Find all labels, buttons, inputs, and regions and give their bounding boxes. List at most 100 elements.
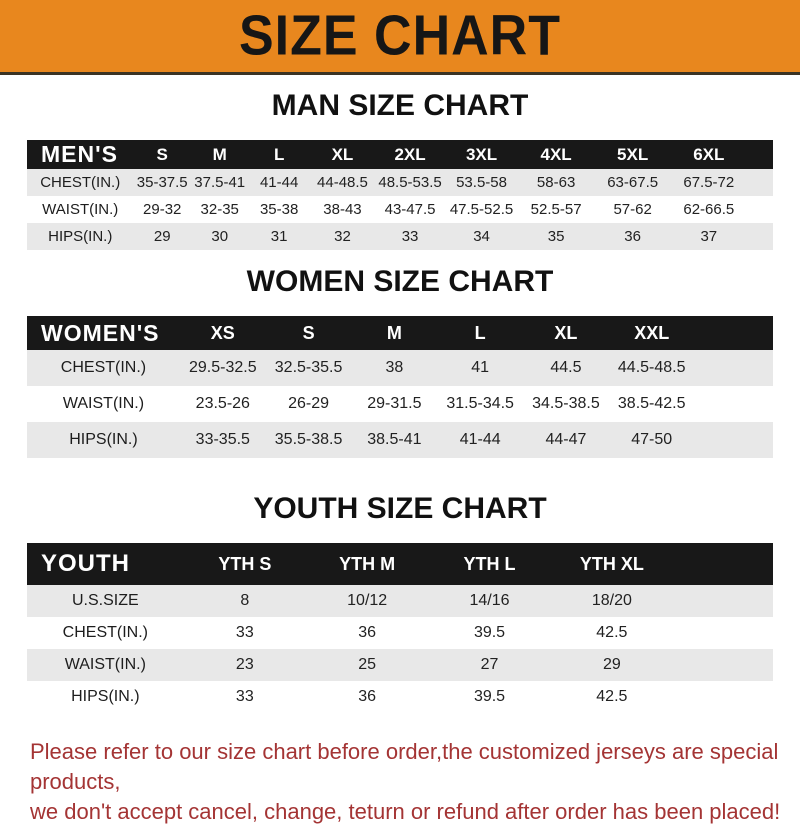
value-cell: 33-35.5: [195, 431, 250, 448]
value-cell: 26-29: [288, 395, 330, 412]
value-cell: 44.5-48.5: [617, 359, 686, 376]
size-col-header: 4XL: [540, 144, 572, 164]
value-cell: 32: [334, 228, 351, 245]
value-cell: 25: [358, 656, 377, 673]
value-cell: 35.5-38.5: [274, 431, 343, 448]
measurement-row: U.S.SIZE 8 10/12 14/16 18/20: [27, 585, 773, 617]
value-cell: 42.5: [596, 688, 628, 705]
size-col-header: L: [474, 322, 486, 343]
section-heading-men: MAN SIZE CHART: [271, 89, 529, 122]
row-spacer-cell: [695, 350, 773, 386]
size-col-header: M: [386, 322, 402, 343]
gender-cell: YOUTH: [41, 550, 130, 577]
size-table-men: MEN'S S M L XL 2XL 3XL 4XL 5XL 6XL CHEST(IN.) 35-37…: [27, 140, 773, 250]
measurement-row: CHEST(IN.) 33 36 39.5 42.5: [27, 617, 773, 649]
value-cell: 23: [235, 656, 254, 673]
measurement-row: HIPS(IN.) 33 36 39.5 42.5: [27, 681, 773, 713]
measurement-row: WAIST(IN.) 23 25 27 29: [27, 649, 773, 681]
size-col-header: YTH S: [218, 553, 272, 574]
value-cell: 52.5-57: [530, 201, 582, 218]
size-col-header: XL: [331, 144, 354, 164]
measurement-row: CHEST(IN.) 35-37.5 37.5-41 41-44 44-48.5 48.5…: [27, 169, 773, 196]
row-label-cell: CHEST(IN.): [62, 624, 148, 641]
row-spacer-cell: [746, 196, 773, 223]
measurement-row: CHEST(IN.) 29.5-32.5 32.5-35.5 38 41 44.5 44.5…: [27, 350, 773, 386]
size-table-youth: YOUTH YTH S YTH M YTH L YTH XL U.S.SIZE 8 10/12…: [27, 543, 773, 713]
value-cell: 32.5-35.5: [274, 359, 343, 376]
size-col-header: XL: [554, 322, 578, 343]
size-col-header: 2XL: [394, 144, 426, 164]
value-cell: 36: [624, 228, 641, 245]
size-section-women: WOMEN SIZE CHART WOMEN'S XS S M L XL XXL CHEST(I…: [0, 265, 800, 458]
size-col-header: M: [212, 144, 227, 164]
size-col-header: 6XL: [693, 144, 725, 164]
measurement-row: WAIST(IN.) 23.5-26 26-29 29-31.5 31.5-34.5 34…: [27, 386, 773, 422]
value-cell: 29: [602, 656, 621, 673]
value-cell: 41: [471, 359, 490, 376]
size-col-header: S: [302, 322, 315, 343]
value-cell: 67.5-72: [683, 174, 735, 191]
value-cell: 27: [480, 656, 499, 673]
value-cell: 33: [401, 228, 419, 245]
header-spacer-cell: [746, 140, 773, 169]
size-col-header: XS: [210, 322, 235, 343]
value-cell: 47.5-52.5: [449, 201, 514, 218]
header-spacer-cell: [673, 543, 773, 585]
measurement-row: HIPS(IN.) 29 30 31 32 33 34 35 36 37: [27, 223, 773, 250]
value-cell: 42.5: [596, 624, 628, 641]
value-cell: 34.5-38.5: [532, 395, 600, 412]
value-cell: 37.5-41: [194, 174, 246, 191]
value-cell: 31.5-34.5: [446, 395, 514, 412]
row-spacer-cell: [673, 617, 773, 649]
row-spacer-cell: [695, 422, 773, 458]
value-cell: 31: [270, 228, 288, 245]
measurement-row: WAIST(IN.) 29-32 32-35 35-38 38-43 43-47.5 47.…: [27, 196, 773, 223]
row-label-cell: WAIST(IN.): [62, 395, 145, 412]
size-table-women: WOMEN'S XS S M L XL XXL CHEST(IN.) 29.5-32.5 32.5…: [27, 316, 773, 458]
value-cell: 35-38: [259, 201, 299, 218]
banner-title: SIZE CHART: [239, 4, 561, 68]
size-col-header: XXL: [634, 322, 670, 343]
value-cell: 35-37.5: [136, 174, 188, 191]
disclaimer-note: Please refer to our size chart before or…: [30, 737, 800, 827]
row-label-cell: CHEST(IN.): [60, 359, 147, 376]
value-cell: 23.5-26: [195, 395, 250, 412]
table-header-row: WOMEN'S XS S M L XL XXL: [27, 316, 773, 350]
value-cell: 39.5: [473, 624, 506, 641]
row-label-cell: U.S.SIZE: [71, 592, 139, 609]
gender-cell: MEN'S: [41, 141, 118, 167]
row-label-cell: HIPS(IN.): [69, 431, 138, 448]
size-chart-body: MAN SIZE CHART MEN'S S M L XL 2XL 3XL 4XL 5XL 6XL C…: [0, 89, 800, 713]
size-col-header: S: [156, 144, 168, 164]
row-spacer-cell: [746, 223, 773, 250]
row-spacer-cell: [695, 386, 773, 422]
value-cell: 33: [235, 688, 254, 705]
row-label-cell: WAIST(IN.): [64, 656, 146, 673]
section-heading-women: WOMEN SIZE CHART: [246, 265, 554, 298]
disclaimer-line-2: we don't accept cancel, change, teturn o…: [30, 799, 781, 824]
value-cell: 34: [473, 228, 490, 245]
value-cell: 37: [700, 228, 718, 245]
row-label-cell: WAIST(IN.): [42, 201, 119, 218]
value-cell: 29.5-32.5: [189, 359, 257, 376]
row-spacer-cell: [746, 169, 773, 196]
value-cell: 29: [153, 228, 171, 245]
value-cell: 14/16: [469, 592, 510, 609]
value-cell: 58-63: [536, 174, 576, 191]
row-label-cell: HIPS(IN.): [48, 228, 113, 245]
section-heading-youth: YOUTH SIZE CHART: [253, 492, 547, 525]
size-col-header: 3XL: [465, 144, 498, 164]
value-cell: 38.5-41: [367, 431, 422, 448]
size-col-header: 5XL: [617, 144, 649, 164]
size-col-header: YTH XL: [579, 553, 644, 574]
size-section-youth: YOUTH SIZE CHART YOUTH YTH S YTH M YTH L YTH …: [0, 492, 800, 713]
value-cell: 38-43: [323, 201, 362, 218]
row-label-cell: CHEST(IN.): [40, 174, 121, 191]
row-spacer-cell: [673, 681, 773, 713]
row-spacer-cell: [673, 649, 773, 681]
value-cell: 29-32: [143, 201, 182, 218]
value-cell: 41-44: [259, 174, 299, 191]
measurement-row: HIPS(IN.) 33-35.5 35.5-38.5 38.5-41 41-44 44-…: [27, 422, 773, 458]
value-cell: 29-31.5: [367, 395, 422, 412]
gender-cell: WOMEN'S: [41, 319, 160, 346]
